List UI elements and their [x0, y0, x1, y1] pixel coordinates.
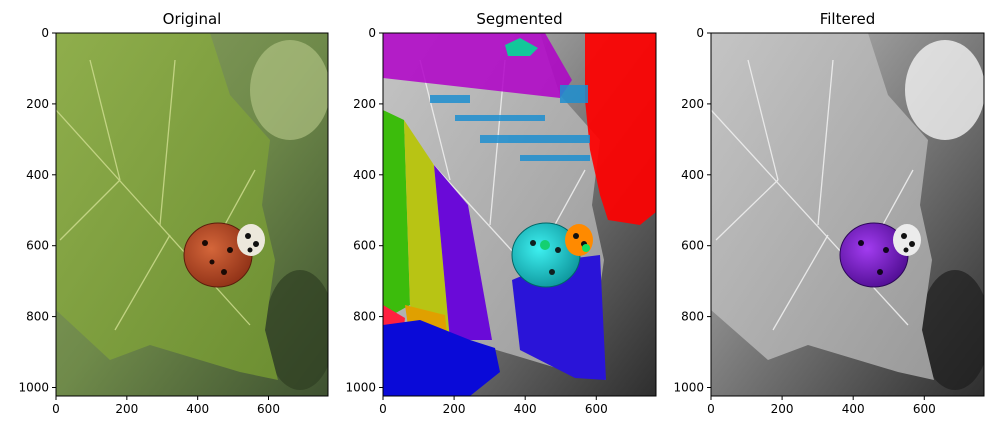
original-image [56, 33, 328, 396]
chart-title: Segmented [476, 10, 562, 28]
x-tick-label: 600 [913, 402, 936, 416]
axes-2: Filtered 0 200 400 600 0 200 400 600 800 1000 [673, 10, 985, 416]
panel-segmented [383, 33, 656, 396]
y-tick-label: 400 [26, 168, 49, 182]
x-tick-label: 400 [186, 402, 209, 416]
panel-filtered [711, 33, 984, 396]
axes-frame [710, 32, 985, 397]
y-tick-label: 1000 [18, 380, 49, 394]
x-tick-label: 400 [514, 402, 537, 416]
y-tick-label: 0 [41, 26, 49, 40]
filtered-image [711, 33, 984, 396]
y-tick-label: 600 [681, 239, 704, 253]
y-tick-label: 400 [353, 168, 376, 182]
axes-0: Original 0 200 400 600 0 200 400 600 800 1000 [18, 10, 329, 416]
y-tick-label: 200 [26, 97, 49, 111]
x-tick-label: 600 [257, 402, 280, 416]
chart-title: Filtered [820, 10, 876, 28]
y-tick-label: 0 [696, 26, 704, 40]
y-tick-label: 1000 [345, 380, 376, 394]
x-tick-label: 0 [52, 402, 60, 416]
y-tick-label: 200 [353, 97, 376, 111]
x-tick-label: 200 [115, 402, 138, 416]
axes-frame [55, 32, 329, 397]
segmented-image [383, 33, 656, 396]
axes-1: Segmented 0 200 400 600 0 200 400 600 800 1000 [345, 10, 657, 416]
panel-original [56, 33, 328, 396]
y-tick-label: 600 [353, 239, 376, 253]
y-tick-label: 800 [353, 310, 376, 324]
y-tick-label: 200 [681, 97, 704, 111]
y-tick-label: 400 [681, 168, 704, 182]
axes-frame [382, 32, 657, 397]
x-tick-label: 200 [443, 402, 466, 416]
chart-title: Original [163, 10, 222, 28]
y-tick-label: 600 [26, 239, 49, 253]
y-tick-label: 800 [26, 310, 49, 324]
y-tick-label: 800 [681, 310, 704, 324]
x-tick-label: 0 [707, 402, 715, 416]
x-tick-label: 600 [585, 402, 608, 416]
x-tick-label: 0 [379, 402, 387, 416]
x-tick-label: 200 [771, 402, 794, 416]
x-tick-label: 400 [842, 402, 865, 416]
y-tick-label: 1000 [673, 380, 704, 394]
y-tick-label: 0 [368, 26, 376, 40]
